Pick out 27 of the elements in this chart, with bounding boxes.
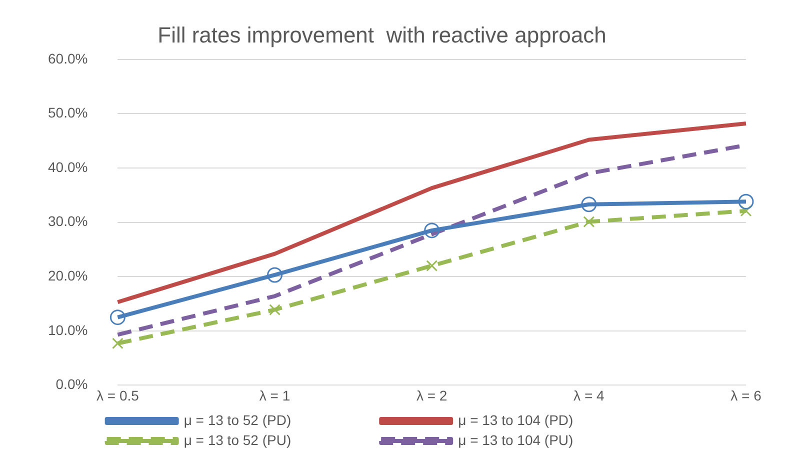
point xyxy=(426,260,438,272)
x-tick-label: λ = 0.5 xyxy=(96,387,140,404)
y-tick-label: 10.0% xyxy=(48,322,88,338)
y-tick-label: 0.0% xyxy=(56,376,88,392)
legend-label: μ = 13 to 52 (PU) xyxy=(184,432,376,448)
legend-label: μ = 13 to 104 (PU) xyxy=(458,432,658,448)
y-tick-label: 60.0% xyxy=(48,50,88,66)
x-tick-label: λ = 1 xyxy=(259,387,290,404)
y-tick-label: 20.0% xyxy=(48,267,88,284)
x-tick-label: λ = 4 xyxy=(574,387,605,404)
point xyxy=(581,196,597,212)
y-tick-label: 30.0% xyxy=(48,213,88,230)
legend-label: μ = 13 to 104 (PD) xyxy=(458,412,658,428)
y-tick-label: 50.0% xyxy=(48,104,88,121)
chart-title: Fill rates improvement with reactive approach xyxy=(158,22,606,48)
point xyxy=(267,267,283,283)
legend-label: μ = 13 to 52 (PD) xyxy=(184,412,376,428)
y-tick-label: 40.0% xyxy=(48,158,88,175)
point xyxy=(740,205,752,217)
x-tick-label: λ = 6 xyxy=(730,387,762,404)
point xyxy=(269,304,280,316)
x-tick-label: λ = 2 xyxy=(416,387,448,404)
point xyxy=(583,216,595,228)
point xyxy=(112,338,124,350)
point xyxy=(738,194,754,210)
point xyxy=(424,222,440,238)
point xyxy=(110,310,126,326)
